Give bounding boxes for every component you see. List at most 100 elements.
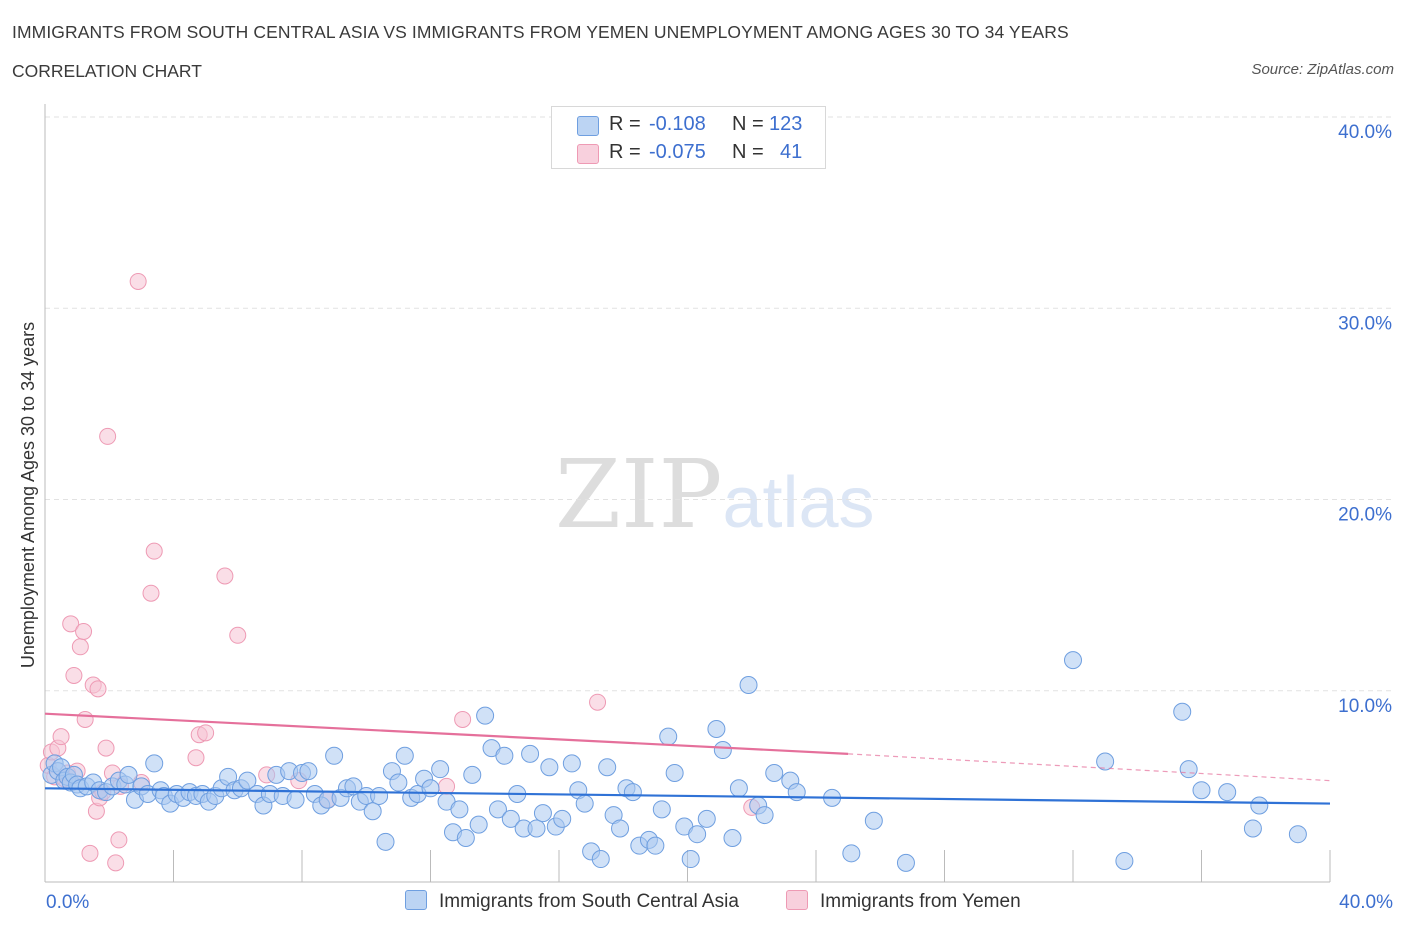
yemen-point <box>71 638 89 656</box>
y-tick-label: 40.0% <box>1338 122 1392 143</box>
yemen-point <box>110 831 128 849</box>
south-central-asia-point <box>1218 783 1237 802</box>
x-tick-label-max: 40.0% <box>1339 892 1393 913</box>
yemen-point <box>76 710 94 728</box>
yemen-point <box>81 844 99 862</box>
south-central-asia-point <box>652 800 671 819</box>
bottom-legend-yemen: Immigrants from Yemen <box>786 890 1021 913</box>
south-central-asia-point <box>729 779 748 798</box>
south-central-asia-point <box>1179 760 1198 779</box>
watermark: ZIPatlas <box>555 440 875 550</box>
x-tick-label-min: 0.0% <box>46 892 89 913</box>
legend-r-label: R = <box>609 141 641 163</box>
label-layer: 10.0% 20.0% 30.0% 40.0% 0.0% 40.0% Unemploymen… <box>18 122 1393 913</box>
south-central-asia-point <box>389 773 408 792</box>
south-central-asia-point <box>611 819 630 838</box>
south-central-asia-point <box>713 741 732 760</box>
axis-layer <box>44 104 1331 883</box>
chart-subtitle: CORRELATION CHART <box>12 61 202 81</box>
legend-r-value: -0.075 <box>649 141 706 163</box>
bottom-legend-swatch-blue <box>405 890 427 910</box>
yemen-trendline <box>44 712 849 755</box>
south-central-asia-point <box>591 850 610 869</box>
watermark-atlas: atlas <box>722 463 875 543</box>
south-central-asia-point <box>469 815 488 834</box>
bottom-legend-label: Immigrants from South Central Asia <box>439 891 739 912</box>
south-central-asia-point <box>723 829 742 848</box>
south-central-asia-point <box>370 786 389 805</box>
yemen-point <box>454 710 472 728</box>
trend-layer <box>44 712 1331 805</box>
south-central-asia-point <box>376 832 395 851</box>
south-central-asia-point <box>896 853 915 872</box>
yemen-point <box>229 626 247 644</box>
south-central-asia-point <box>598 758 617 777</box>
south-central-asia-point <box>533 804 552 823</box>
yemen-point <box>145 542 163 560</box>
legend-n-value: 41 <box>780 141 803 163</box>
y-axis-label: Unemployment Among Ages 30 to 34 years <box>18 322 38 668</box>
south-central-asia-point <box>562 754 581 773</box>
south-central-asia-point <box>299 762 318 781</box>
yemen-point <box>187 749 205 767</box>
south-central-asia-point <box>1192 781 1211 800</box>
y-tick-label: 20.0% <box>1338 505 1392 526</box>
south-central-asia-trendline <box>44 787 1331 805</box>
yemen-point <box>97 739 115 757</box>
south-central-asia-point <box>286 790 305 809</box>
south-central-asia-point <box>575 794 594 813</box>
south-central-asia-point <box>476 706 495 725</box>
south-central-asia-point <box>344 777 363 796</box>
correlation-legend: R = -0.108 N = 123 R = -0.075 N = 41 <box>551 106 826 169</box>
yemen-point <box>62 615 80 633</box>
chart-title: IMMIGRANTS FROM SOUTH CENTRAL ASIA VS IM… <box>12 22 1069 42</box>
bottom-legend-label: Immigrants from Yemen <box>820 891 1021 912</box>
yemen-point <box>197 724 215 742</box>
legend-n-value: 123 <box>769 113 803 135</box>
south-central-asia-point <box>145 754 164 773</box>
south-central-asia-point <box>553 809 572 828</box>
south-central-asia-point <box>707 720 726 738</box>
south-central-asia-point <box>1288 825 1307 844</box>
south-central-asia-point <box>495 746 514 765</box>
south-central-asia-point <box>521 744 540 763</box>
south-central-asia-point <box>1243 819 1262 838</box>
south-central-asia-point <box>238 771 257 790</box>
yemen-point <box>107 854 125 872</box>
south-central-asia-point <box>842 844 861 863</box>
south-central-asia-point <box>527 819 546 838</box>
south-central-asia-point <box>688 825 707 844</box>
legend-swatch-blue <box>577 116 599 136</box>
legend-swatch-pink <box>577 144 599 164</box>
south-central-asia-point <box>431 760 450 779</box>
y-tick-label: 30.0% <box>1338 313 1392 334</box>
legend-r-label: R = <box>609 113 641 135</box>
yemen-point <box>589 693 607 711</box>
south-central-asia-point <box>1173 702 1192 721</box>
yemen-point <box>129 272 147 290</box>
south-central-asia-point <box>864 811 883 830</box>
south-central-asia-point <box>646 836 665 855</box>
yemen-point <box>142 584 160 602</box>
grid-layer <box>45 116 1392 692</box>
south-central-asia-point <box>363 802 382 821</box>
legend-r-value: -0.108 <box>649 113 706 135</box>
watermark-zip: ZIP <box>555 440 723 550</box>
south-central-asia-point <box>501 809 520 828</box>
yemen-point <box>52 728 70 746</box>
yemen-trendline-extension <box>848 753 1331 782</box>
south-central-asia-point <box>665 763 684 782</box>
south-central-asia-point <box>463 765 482 784</box>
south-central-asia-point <box>488 800 507 819</box>
yemen-point <box>65 666 83 684</box>
source-label: Source: ZipAtlas.com <box>1251 61 1394 78</box>
south-central-asia-point <box>681 850 700 869</box>
yemen-point <box>75 622 93 640</box>
south-central-asia-point <box>119 765 138 784</box>
south-central-asia-point <box>421 779 440 798</box>
yemen-point <box>216 567 234 585</box>
legend-n-label: N = <box>732 141 764 163</box>
south-central-asia-point <box>1096 752 1115 771</box>
bottom-legend-swatch-pink <box>786 890 808 910</box>
